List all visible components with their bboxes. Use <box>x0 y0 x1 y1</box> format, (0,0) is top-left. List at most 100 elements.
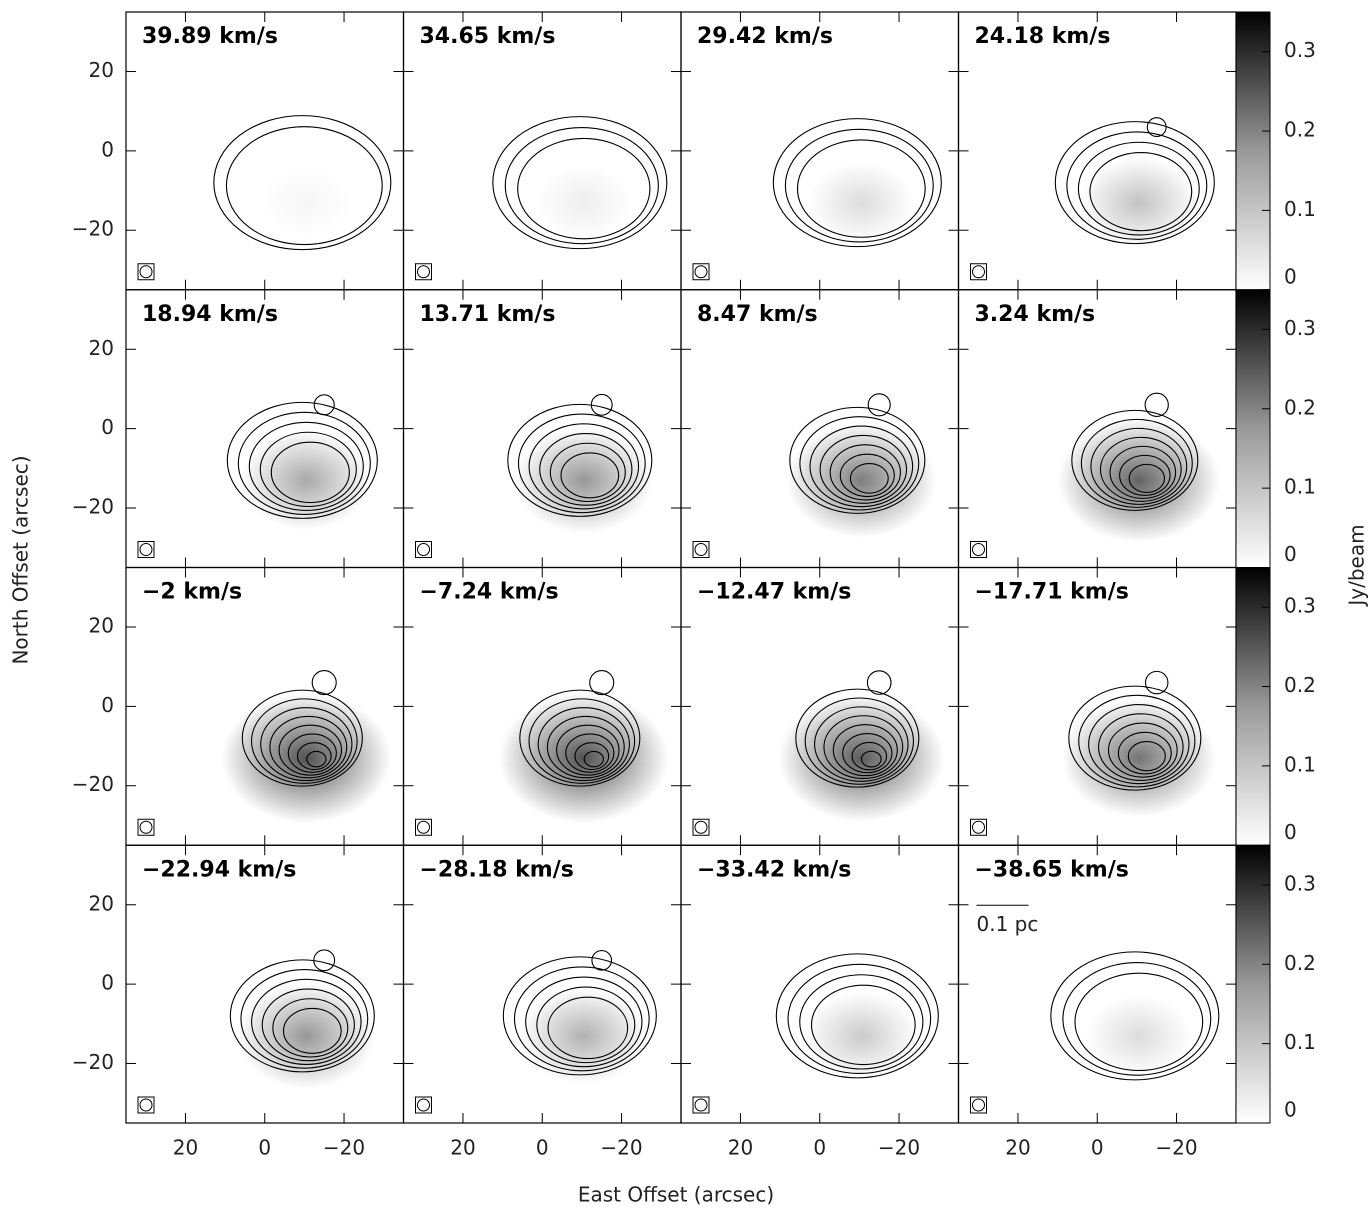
x-tick-label: 0 <box>1091 1136 1104 1160</box>
colorbar-tick-label: 0.1 <box>1284 752 1316 776</box>
panel-frame <box>402 844 682 1124</box>
contour <box>1146 117 1167 138</box>
colorbar-tick-label: 0.1 <box>1284 475 1316 499</box>
velocity-label: −17.71 km/s <box>975 580 1129 605</box>
contour <box>536 986 636 1064</box>
contour <box>589 670 615 696</box>
x-tick-label: 20 <box>1005 1136 1030 1160</box>
y-tick-label: −20 <box>72 494 114 518</box>
beam <box>972 265 985 279</box>
emission <box>804 991 919 1080</box>
contour <box>251 978 362 1065</box>
contour <box>517 413 646 514</box>
y-tick-label: −20 <box>72 217 114 241</box>
beam <box>972 820 985 834</box>
y-tick-label: −20 <box>72 1050 114 1074</box>
contour <box>829 444 901 501</box>
y-tick-label: 0 <box>101 137 114 161</box>
emission <box>514 427 653 534</box>
contour <box>804 697 914 785</box>
velocity-label: 18.94 km/s <box>142 302 278 327</box>
contour <box>504 126 659 245</box>
beam <box>694 1098 708 1112</box>
velocity-label: 24.18 km/s <box>975 24 1111 49</box>
colorbar-tick-label: 0 <box>1284 820 1297 844</box>
contour <box>528 698 636 784</box>
emission <box>1057 418 1220 543</box>
contour <box>296 742 332 771</box>
contour <box>261 988 355 1062</box>
x-tick-label: 0 <box>536 1136 549 1160</box>
panel <box>957 844 1237 1124</box>
beam-box <box>970 263 987 281</box>
contour <box>525 976 643 1068</box>
beam-box <box>692 541 710 558</box>
colorbar-tick-label: 0.1 <box>1284 197 1316 221</box>
velocity-label: −2 km/s <box>142 580 242 605</box>
contour <box>810 984 916 1066</box>
emission <box>520 987 647 1085</box>
contour <box>560 452 620 499</box>
beam-box <box>415 1096 432 1114</box>
contour <box>1089 152 1193 232</box>
y-tick-label: −20 <box>72 772 114 796</box>
panel-frame <box>125 11 405 291</box>
contour <box>240 969 369 1069</box>
contour <box>313 394 335 416</box>
contour <box>547 996 629 1060</box>
colorbar-tick-label: 0.2 <box>1284 673 1316 697</box>
contour <box>1050 951 1220 1081</box>
contour <box>537 707 630 782</box>
contour <box>282 1007 342 1054</box>
contour <box>229 959 375 1073</box>
x-tick-label: 20 <box>450 1136 475 1160</box>
emission <box>1085 994 1192 1077</box>
beam <box>694 543 708 556</box>
contour <box>287 733 337 773</box>
beam <box>139 820 153 834</box>
velocity-label: 39.89 km/s <box>142 24 278 49</box>
contour <box>867 393 891 417</box>
contour <box>849 462 889 494</box>
beam-box <box>692 263 710 281</box>
contour <box>1071 409 1199 511</box>
beam-box <box>970 1096 987 1114</box>
panel-frame <box>402 11 682 291</box>
emission <box>241 430 372 531</box>
contour <box>1088 704 1190 785</box>
velocity-label: −28.18 km/s <box>420 857 574 882</box>
velocity-label: −22.94 km/s <box>142 857 296 882</box>
colorbar <box>1235 289 1271 568</box>
velocity-label: −12.47 km/s <box>697 580 851 605</box>
y-tick-label: 20 <box>89 614 114 638</box>
contour <box>1099 436 1182 502</box>
contour <box>517 137 651 240</box>
beam <box>972 543 985 556</box>
contour <box>507 403 653 517</box>
velocity-label: 29.42 km/s <box>697 24 833 49</box>
beam-box <box>415 541 432 558</box>
y-tick-label: 0 <box>101 971 114 995</box>
contour <box>1090 427 1188 505</box>
beam-box <box>692 1096 710 1114</box>
contour <box>565 733 615 773</box>
contour <box>1119 454 1171 496</box>
beam <box>417 1098 430 1112</box>
contour <box>1062 961 1212 1076</box>
contour <box>241 689 363 787</box>
contour <box>1098 713 1184 781</box>
beam-box <box>970 541 987 558</box>
contour <box>590 393 613 416</box>
contour <box>311 670 337 696</box>
contour <box>278 724 343 776</box>
beam-box <box>415 263 432 281</box>
panel <box>402 566 682 846</box>
contour <box>260 707 353 782</box>
emission <box>259 166 354 240</box>
contour <box>513 966 650 1072</box>
emission <box>786 422 937 538</box>
x-tick-label: −20 <box>878 1136 920 1160</box>
beam-box <box>137 1096 155 1114</box>
panel-frame <box>125 289 405 569</box>
contour <box>1144 392 1169 417</box>
